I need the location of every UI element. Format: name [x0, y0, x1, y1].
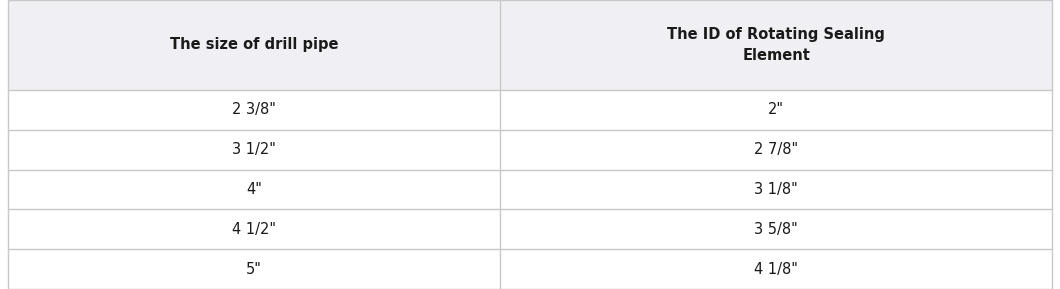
Text: 2 7/8": 2 7/8"	[754, 142, 798, 157]
Bar	[8, 249, 1052, 289]
Text: 3 1/2": 3 1/2"	[232, 142, 277, 157]
Text: 4": 4"	[246, 182, 262, 197]
Text: 5": 5"	[246, 262, 262, 277]
Text: 4 1/8": 4 1/8"	[755, 262, 798, 277]
Text: 3 5/8": 3 5/8"	[755, 222, 798, 237]
Bar	[8, 90, 1052, 130]
Bar	[8, 0, 1052, 90]
Bar	[8, 170, 1052, 210]
Bar	[8, 210, 1052, 249]
Text: 2 3/8": 2 3/8"	[232, 102, 277, 117]
Text: 3 1/8": 3 1/8"	[755, 182, 798, 197]
Text: The size of drill pipe: The size of drill pipe	[170, 38, 338, 53]
Bar	[8, 130, 1052, 170]
Text: 2": 2"	[768, 102, 784, 117]
Text: The ID of Rotating Sealing
Element: The ID of Rotating Sealing Element	[668, 27, 885, 63]
Text: 4 1/2": 4 1/2"	[232, 222, 277, 237]
